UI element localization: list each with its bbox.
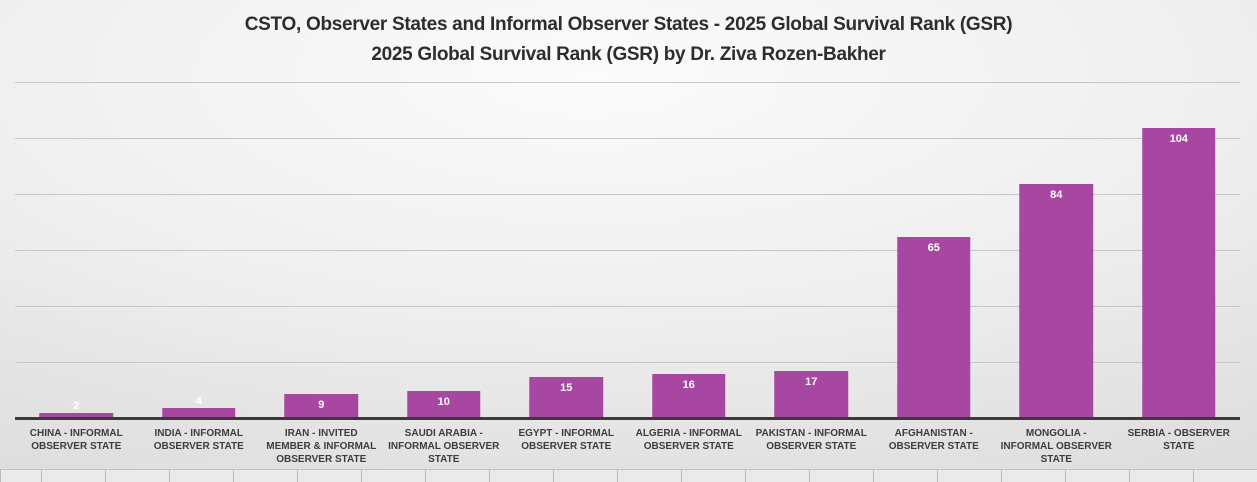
category-label: IRAN - INVITED MEMBER & INFORMAL OBSERVE… (266, 428, 377, 465)
gridline (15, 250, 1240, 251)
bar-slot: 15 (505, 83, 628, 419)
bar-slot: 4 (138, 83, 261, 419)
bar-value-label: 4 (195, 394, 202, 407)
spreadsheet-cell-row[interactable] (0, 469, 1257, 482)
bar[interactable] (284, 393, 358, 419)
bar-value-label: 65 (927, 242, 940, 254)
bar-value-label: 9 (318, 398, 325, 411)
chart-title: CSTO, Observer States and Informal Obser… (244, 14, 1013, 35)
category-label: ALGERIA - INFORMAL OBSERVER STATE (635, 428, 742, 452)
bar-slot: 2 (15, 83, 138, 419)
category-label: INDIA - INFORMAL OBSERVER STATE (153, 428, 244, 452)
plot-area: 2 4 9 10 15 16 17 65 84 104 (15, 82, 1240, 420)
bar-value-label: 15 (560, 382, 573, 394)
bar[interactable] (529, 377, 603, 419)
bar[interactable] (39, 413, 113, 419)
bar-slot: 65 (873, 83, 996, 419)
x-axis-line (15, 417, 1240, 420)
gridline (15, 194, 1240, 195)
gridline (15, 362, 1240, 363)
gridline (15, 82, 1240, 83)
bar-slot: 84 (995, 83, 1118, 419)
chart-subtitle: 2025 Global Survival Rank (GSR) by Dr. Z… (371, 44, 886, 65)
category-label: CHINA - INFORMAL OBSERVER STATE (29, 428, 123, 452)
chart-title-block: CSTO, Observer States and Informal Obser… (0, 10, 1257, 70)
gridline (15, 306, 1240, 307)
category-label: PAKISTAN - INFORMAL OBSERVER STATE (755, 428, 867, 452)
category-label: EGYPT - INFORMAL OBSERVER STATE (518, 428, 615, 452)
category-label: SAUDI ARABIA - INFORMAL OBSERVER STATE (388, 428, 500, 465)
bar-series: 2 4 9 10 15 16 17 65 84 104 (15, 83, 1240, 419)
bar-value-label: 10 (437, 396, 450, 408)
bar[interactable] (774, 371, 848, 419)
category-label: SERBIA - OBSERVER STATE (1127, 428, 1230, 452)
bar-value-label: 84 (1050, 188, 1063, 201)
bar-slot: 16 (628, 83, 751, 419)
bar-value-label: 16 (682, 379, 695, 392)
category-label: AFGHANISTAN - OBSERVER STATE (888, 428, 979, 452)
bar-value-label: 17 (805, 376, 818, 389)
bar[interactable] (652, 374, 726, 419)
bar-slot: 9 (260, 83, 383, 419)
bar-value-label: 2 (73, 400, 80, 413)
bar[interactable] (1142, 127, 1216, 419)
category-axis-labels: CHINA - INFORMAL OBSERVER STATE INDIA - I… (15, 427, 1240, 466)
bar[interactable] (162, 407, 236, 419)
bar-slot: 104 (1118, 83, 1241, 419)
bar[interactable] (407, 391, 481, 419)
gridline (15, 138, 1240, 139)
bar-slot: 17 (750, 83, 873, 419)
category-label: MONGOLIA - INFORMAL OBSERVER STATE (1000, 428, 1112, 465)
bar[interactable] (1019, 183, 1093, 419)
chart-canvas: CSTO, Observer States and Informal Obser… (0, 0, 1257, 470)
bar-value-label: 104 (1169, 132, 1188, 145)
bar[interactable] (897, 237, 971, 419)
bar-slot: 10 (383, 83, 506, 419)
